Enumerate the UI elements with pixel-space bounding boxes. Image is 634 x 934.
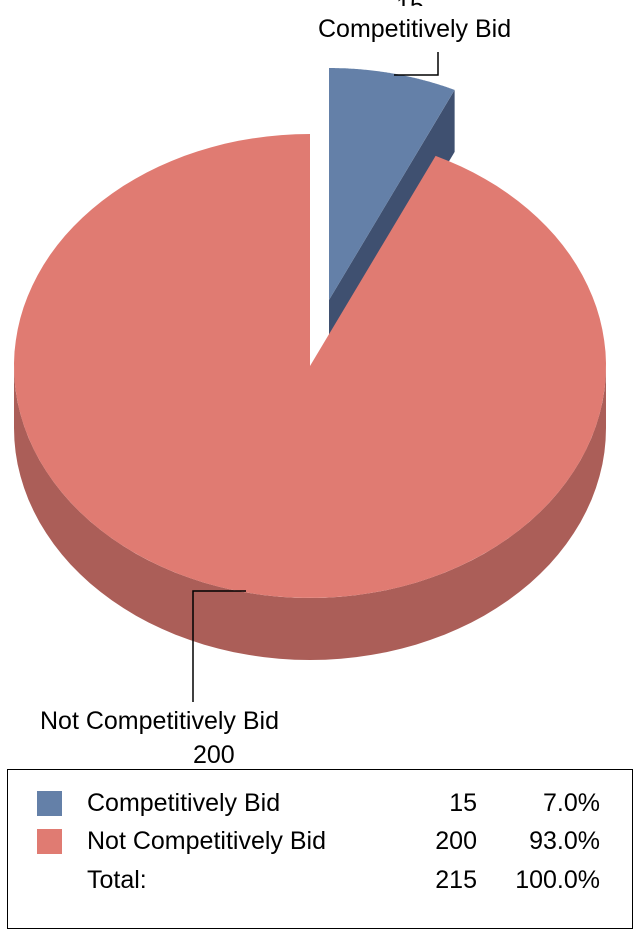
- legend-count: 200: [435, 827, 477, 855]
- legend-swatch-competitively-bid: [37, 791, 62, 816]
- legend-percent: 7.0%: [543, 789, 600, 817]
- pie-chart: [14, 52, 606, 702]
- legend-swatch-not-competitively-bid: [37, 829, 62, 854]
- data-label-competitively-bid-value: 15: [395, 0, 425, 6]
- leader-line-not-competitively-bid: [192, 590, 246, 702]
- legend-percent: 100.0%: [515, 866, 600, 894]
- legend-count: 215: [435, 866, 477, 894]
- legend-row-total: Total: 215 100.0%: [8, 862, 632, 898]
- legend: Competitively Bid 15 7.0% Not Competitiv…: [7, 769, 633, 929]
- leader-line-competitively-bid: [394, 52, 439, 76]
- legend-count: 15: [449, 789, 477, 817]
- pie-side-not-competitively-bid: [14, 366, 606, 660]
- legend-percent: 93.0%: [529, 827, 600, 855]
- data-label-not-competitively-bid-value: 200: [193, 741, 235, 769]
- pie-slice-not-competitively-bid: [14, 134, 606, 598]
- legend-label: Competitively Bid: [87, 789, 281, 817]
- legend-label: Total:: [87, 866, 147, 894]
- data-label-not-competitively-bid-name: Not Competitively Bid: [40, 707, 279, 735]
- legend-row-not-competitively-bid: Not Competitively Bid 200 93.0%: [8, 823, 632, 859]
- legend-label: Not Competitively Bid: [87, 827, 326, 855]
- pie-slice-competitively-bid: [329, 68, 455, 300]
- legend-row-competitively-bid: Competitively Bid 15 7.0%: [8, 785, 632, 821]
- data-label-competitively-bid-name: Competitively Bid: [318, 15, 512, 43]
